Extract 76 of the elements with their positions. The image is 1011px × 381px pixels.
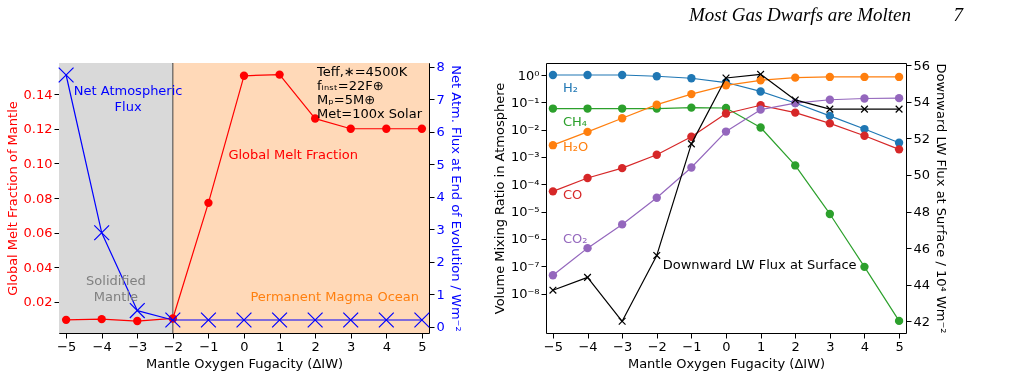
y2-tick-label: 0	[436, 319, 445, 335]
x-tick-label: 2	[311, 338, 320, 354]
band-label: Permanent Magma Ocean	[250, 289, 419, 304]
series-label: Global Melt Fraction	[228, 146, 358, 162]
x-tick-label: 4	[860, 338, 870, 354]
series-label: Downward LW Flux at Surface	[662, 257, 857, 273]
series-label: H₂	[562, 80, 578, 95]
y2-tick-label: 3	[436, 221, 445, 237]
y-tick-label: 10⁻⁴	[510, 176, 540, 192]
annotation: Met=100x Solar	[317, 106, 423, 121]
x-tick-label: −5	[57, 338, 77, 354]
annotation: Mₚ=5M⊕	[317, 92, 376, 107]
y2-tick-label: 42	[913, 313, 931, 329]
y2-tick-label: 2	[436, 254, 445, 270]
y-tick-label: 10⁻⁷	[510, 258, 540, 274]
series-label: CO₂	[562, 231, 588, 247]
x-tick-label: 3	[347, 338, 356, 354]
x-axis-title: Mantle Oxygen Fugacity (ΔIW)	[627, 355, 826, 371]
x-tick-label: 2	[791, 338, 800, 354]
series-label: CH₄	[562, 113, 587, 129]
x-axis-title: Mantle Oxygen Fugacity (ΔIW)	[145, 355, 344, 371]
annotation: Teff,∗=4500K	[316, 64, 408, 79]
y2-tick-label: 6	[436, 124, 445, 140]
y2-tick-label: 7	[436, 91, 445, 107]
y2-tick-label: 5	[436, 156, 445, 172]
x-tick-label: 1	[756, 338, 766, 354]
x-tick-label: −3	[128, 338, 148, 354]
x-tick-label: −2	[163, 338, 183, 354]
y-tick-label: 0.10	[23, 155, 53, 171]
y2-tick-label: 54	[913, 94, 931, 110]
y-axis-title: Volume Mixing Ratio in Atmosphere	[491, 82, 507, 315]
y-tick-label: 10⁻⁵	[510, 204, 540, 220]
x-tick-label: −1	[199, 338, 219, 354]
y-tick-label: 0.06	[23, 225, 53, 241]
y-tick-label: 10⁻²	[510, 122, 540, 138]
y-tick-label: 10⁰	[517, 67, 540, 83]
y-tick-label: 0.14	[23, 86, 53, 102]
series-label: H₂O	[562, 139, 589, 155]
y2-tick-label: 8	[436, 59, 445, 75]
y2-tick-label: 44	[913, 277, 931, 293]
x-tick-label: 0	[722, 338, 731, 354]
x-tick-label: 4	[382, 338, 391, 354]
y2-tick-label: 50	[913, 167, 931, 183]
x-tick-label: 3	[826, 338, 835, 354]
y-axis-title: Global Melt Fraction of Mantle	[4, 101, 20, 296]
x-tick-label: −5	[543, 338, 564, 354]
y-tick-label: 0.02	[23, 294, 53, 310]
x-tick-label: 5	[418, 338, 427, 354]
y2-tick-label: 1	[436, 286, 445, 302]
y2-axis-title: Net Atm. Flux at End of Evolution / Wm⁻²	[448, 65, 464, 332]
x-tick-label: −3	[613, 338, 633, 354]
y2-tick-label: 56	[913, 57, 931, 73]
x-tick-label: −2	[647, 338, 667, 354]
y-tick-label: 10⁻⁸	[510, 286, 540, 302]
y2-tick-label: 4	[436, 189, 445, 205]
x-tick-label: 5	[895, 338, 904, 354]
x-tick-label: −4	[578, 338, 598, 354]
text: 7	[953, 4, 965, 25]
y-tick-label: 0.04	[23, 259, 53, 275]
y2-tick-label: 48	[913, 204, 931, 220]
y2-axis-title: Downward LW Flux at Surface / 10⁴ Wm⁻²	[934, 63, 950, 334]
annotation: fᵢₙₛₜ=22F⊕	[317, 78, 384, 93]
x-tick-label: 0	[240, 338, 249, 354]
text: Most Gas Dwarfs are Molten	[687, 4, 911, 25]
x-tick-label: 1	[275, 338, 285, 354]
series-label: CO	[562, 187, 583, 203]
y-tick-label: 10⁻³	[510, 149, 540, 165]
x-tick-label: −4	[92, 338, 112, 354]
y2-tick-label: 46	[913, 240, 931, 256]
y-tick-label: 10⁻¹	[510, 94, 540, 110]
y2-tick-label: 52	[913, 130, 931, 146]
series-label: Net Atmospheric Flux	[73, 83, 183, 115]
y-tick-label: 0.08	[23, 190, 53, 206]
y-tick-label: 10⁻⁶	[510, 231, 540, 247]
x-tick-label: −1	[682, 338, 702, 354]
y-tick-label: 0.12	[23, 121, 53, 137]
